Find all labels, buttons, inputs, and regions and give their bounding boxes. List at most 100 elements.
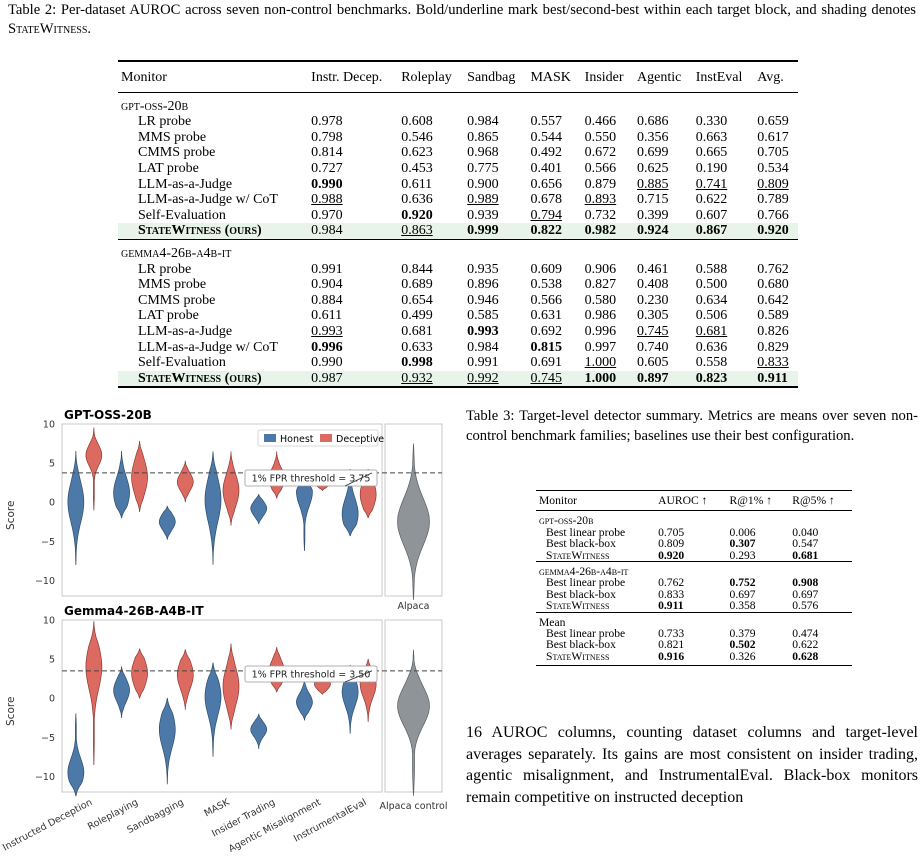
table2-value-cell: 0.984: [467, 339, 499, 355]
table2-value-cell: 0.987: [308, 370, 399, 389]
table3-col-header: AUROC ↑: [655, 489, 727, 511]
table3-caption-label: Table 3:: [466, 408, 515, 424]
table2-caption: Table 2: Per-dataset AUROC across seven …: [8, 1, 916, 39]
table-row: StateWitness 0.911 0.358 0.576: [536, 600, 852, 612]
control-label-top: Alpaca: [397, 601, 429, 612]
table2-value-cell: 0.589: [757, 308, 789, 324]
deceptive-violin: [222, 643, 240, 730]
table2-body: gpt-oss-20b LR probe 0.978 0.608 0.984 0.557 0…: [118, 91, 798, 389]
table3-value-cell: 0.628: [789, 651, 852, 667]
table2-value-cell: 0.932: [398, 370, 465, 389]
table2-col-header: Monitor: [118, 59, 309, 93]
table2-value-cell: 0.605: [637, 355, 669, 371]
annotation-arrow: [344, 472, 373, 487]
table3-monitor-cell: StateWitness: [546, 599, 610, 613]
table2-value-cell: 0.823: [692, 370, 755, 389]
table2-monitor-cell: StateWitness (ours): [118, 370, 309, 389]
table-row: Best black-box 0.809 0.307 0.547: [536, 537, 852, 551]
table2-col-header: InstEval: [692, 59, 755, 93]
table-row: StateWitness 0.916 0.326 0.628: [536, 651, 852, 667]
table3-value-cell: 0.622: [792, 638, 819, 652]
table-row: LAT probe 0.611 0.499 0.585 0.631 0.986 0.305 0…: [118, 308, 798, 324]
table2-value-cell: 0.844: [401, 261, 433, 277]
table2-value-cell: 0.997: [584, 339, 617, 355]
table2-value-cell: 0.982: [581, 223, 635, 240]
table-row: MMS probe 0.798 0.546 0.865 0.544 0.550 0.356 0…: [118, 130, 798, 146]
threshold-annotation-box: [244, 665, 378, 683]
honest-violin: [250, 713, 268, 750]
table3-col-header: R@5% ↑: [789, 489, 852, 511]
table2-value-cell: 0.585: [467, 308, 499, 324]
category-label: Instructed Deception: [1, 797, 94, 854]
table2-value-cell: 0.984: [467, 114, 499, 130]
table3-value-cell: 0.474: [792, 627, 819, 641]
table2-value-cell: 0.939: [467, 207, 499, 223]
table2-value-cell: 0.546: [401, 129, 433, 145]
table2-value-cell: 0.681: [695, 323, 728, 339]
table2-value-cell: 0.727: [311, 160, 343, 176]
table3-monitor-cell: Best black-box: [546, 537, 616, 551]
table2-monitor-cell: LR probe: [138, 261, 192, 277]
table2-header-row: Monitor Instr. Decep. Roleplay Sandbag MASK I…: [118, 59, 798, 93]
table2-value-cell: 0.544: [530, 129, 562, 145]
deceptive-violin: [85, 427, 103, 511]
table-row: LLM-as-a-Judge w/ CoT 0.988 0.636 0.989 0.67…: [118, 192, 798, 208]
table2-value-cell: 0.990: [311, 355, 343, 371]
table2-value-cell: 0.991: [467, 355, 499, 371]
y-tick-label: −5: [41, 537, 55, 548]
panel-frame: [61, 619, 383, 793]
table2-value-cell: 0.740: [637, 339, 669, 355]
table2-group-row: gemma4-26b-a4b-it: [118, 238, 798, 262]
y-tick-label: 0: [49, 694, 55, 705]
y-axis-label: Score: [5, 697, 17, 726]
honest-violin: [67, 713, 85, 797]
table2-value-cell: 0.741: [695, 176, 728, 192]
table2-value-cell: 0.623: [401, 145, 433, 161]
table2-value-cell: 0.986: [584, 308, 617, 324]
table3-caption: Table 3: Target-level detector summary. …: [466, 407, 918, 446]
table2-value-cell: 0.230: [637, 292, 669, 308]
y-axis-label: Score: [5, 501, 17, 530]
y-tick-label: −10: [35, 576, 55, 587]
table2-monitor-cell: LAT probe: [138, 308, 199, 324]
table2-value-cell: 0.190: [695, 160, 728, 176]
table2-value-cell: 0.884: [311, 292, 343, 308]
table2-value-cell: 0.401: [530, 160, 562, 176]
table-row: LLM-as-a-Judge w/ CoT 0.996 0.633 0.984 0.81…: [118, 340, 798, 356]
table2-value-cell: 0.732: [584, 207, 617, 223]
honest-violin: [250, 494, 268, 525]
panel-title: Gemma4-26B-A4B-IT: [64, 604, 204, 618]
table3-header-row: Monitor AUROC ↑ R@1% ↑ R@5% ↑: [536, 489, 852, 511]
table2-monitor-cell: Self-Evaluation: [138, 207, 226, 223]
threshold-annotation: 1% FPR threshold = 3.75: [252, 474, 371, 485]
table2-value-cell: 0.775: [467, 160, 499, 176]
table2-value-cell: 0.833: [757, 355, 789, 371]
annotation-arrow: [344, 670, 373, 683]
legend-deceptive-label: Deceptive: [336, 434, 384, 445]
table2-value-cell: 0.672: [584, 145, 617, 161]
table2-value-cell: 0.466: [584, 114, 617, 130]
legend-honest-label: Honest: [280, 434, 314, 445]
table2-value-cell: 0.686: [637, 114, 669, 130]
table3-value-cell: 0.762: [658, 576, 685, 590]
table3-value-cell: 0.920: [658, 548, 685, 562]
table3-value-cell: 0.547: [792, 537, 819, 551]
table2-value-cell: 0.885: [637, 176, 669, 192]
table3-monitor-cell: StateWitness: [546, 548, 610, 562]
table2-value-cell: 0.408: [637, 277, 669, 293]
table2-value-cell: 0.904: [311, 277, 343, 293]
honest-violin: [296, 678, 313, 721]
control-violin: [397, 649, 430, 796]
table2-value-cell: 0.680: [757, 277, 789, 293]
table2-value-cell: 0.588: [695, 261, 728, 277]
table3-group-row: Mean: [536, 611, 852, 629]
honest-violin: [158, 505, 176, 540]
table-row: Best linear probe 0.762 0.752 0.908: [536, 576, 852, 590]
table2-col-header: Agentic: [634, 59, 693, 93]
table2-value-cell: 0.665: [695, 145, 728, 161]
table2-value-cell: 0.993: [311, 323, 343, 339]
table2-value-cell: 0.634: [695, 292, 728, 308]
table2-col-header: Avg.: [754, 59, 798, 93]
table2-value-cell: 0.506: [695, 308, 728, 324]
deceptive-violin: [176, 460, 194, 503]
